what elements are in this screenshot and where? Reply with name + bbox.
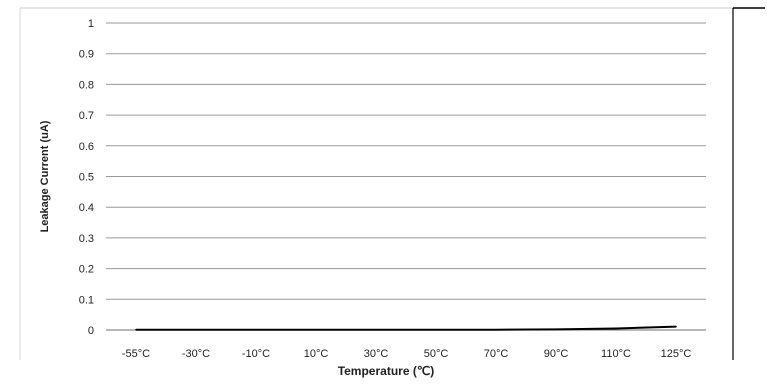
data-point — [135, 328, 137, 331]
x-tick-label: -10°C — [242, 348, 270, 360]
y-tick-label: 0.8 — [79, 79, 94, 91]
x-tick-label: 90°C — [544, 348, 569, 360]
data-point — [315, 328, 317, 331]
y-tick-label: 0.7 — [79, 110, 94, 122]
y-tick-label: 0.4 — [79, 202, 94, 214]
x-tick-label: 10°C — [304, 348, 329, 360]
x-tick-labels: -55°C -30°C -10°C 10°C 30°C 50°C 70°C 90°C 110°C… — [122, 348, 692, 360]
x-tick-label: 50°C — [424, 348, 449, 360]
data-point — [495, 328, 497, 331]
frame-lines — [19, 7, 765, 360]
y-tick-label: 0.2 — [79, 264, 94, 276]
y-gridlines — [106, 22, 706, 331]
data-point — [555, 328, 557, 331]
y-tick-label: 0.1 — [79, 294, 94, 306]
x-axis-label: Temperature (℃) — [338, 364, 435, 378]
data-point — [255, 328, 257, 331]
series-line — [136, 325, 677, 331]
x-tick-label: 125°C — [661, 348, 692, 360]
data-point — [675, 325, 677, 328]
y-tick-label: 0.3 — [79, 233, 94, 245]
y-axis-label: Leakage Current (uA) — [39, 120, 51, 232]
y-tick-label: 0.9 — [79, 49, 94, 61]
data-series — [135, 325, 677, 331]
x-tick-label: -30°C — [182, 348, 210, 360]
y-tick-label: 0.6 — [79, 141, 94, 153]
y-tick-label: 0.5 — [79, 172, 94, 184]
y-tick-label: 1 — [88, 18, 94, 30]
x-tick-label: -55°C — [122, 348, 150, 360]
data-point — [435, 328, 437, 331]
data-point — [195, 328, 197, 331]
y-tick-labels: 0 0.1 0.2 0.3 0.4 0.5 0.6 0.7 0.8 0.9 1 — [79, 18, 94, 337]
x-tick-label: 110°C — [601, 348, 631, 360]
y-tick-label: 0 — [88, 325, 94, 337]
x-tick-label: 70°C — [484, 348, 509, 360]
data-point — [615, 327, 617, 330]
x-tick-label: 30°C — [364, 348, 389, 360]
data-point — [375, 328, 377, 331]
